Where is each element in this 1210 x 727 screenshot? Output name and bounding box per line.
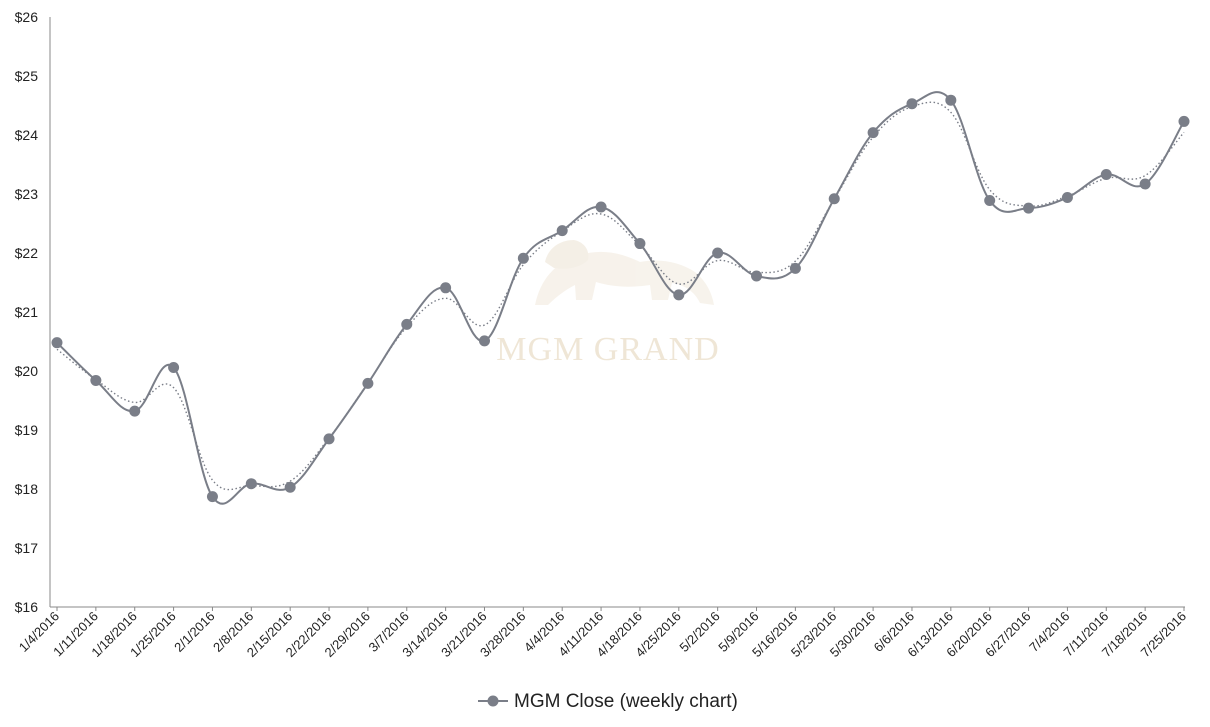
data-point bbox=[712, 247, 724, 259]
y-tick-label: $19 bbox=[15, 422, 39, 438]
y-tick-label: $26 bbox=[15, 9, 39, 25]
data-point bbox=[51, 337, 63, 349]
data-point bbox=[401, 318, 413, 330]
watermark-text: MGM GRAND bbox=[496, 331, 719, 368]
data-point bbox=[478, 335, 490, 347]
data-point bbox=[945, 94, 957, 106]
series-line bbox=[56, 91, 1185, 505]
trendline-path bbox=[56, 101, 1185, 491]
y-tick-label: $21 bbox=[15, 304, 39, 320]
data-point bbox=[1023, 202, 1035, 214]
data-point bbox=[90, 374, 102, 386]
legend-label: MGM Close (weekly chart) bbox=[514, 691, 738, 712]
y-tick-label: $18 bbox=[15, 481, 39, 497]
mgm-grand-watermark: MGM GRAND bbox=[496, 240, 719, 368]
data-point bbox=[595, 201, 607, 213]
legend-marker bbox=[487, 695, 499, 707]
data-point bbox=[206, 491, 218, 503]
series-group bbox=[51, 91, 1190, 505]
data-point bbox=[828, 193, 840, 205]
legend: MGM Close (weekly chart) bbox=[478, 691, 738, 712]
trendline bbox=[56, 101, 1185, 491]
y-tick-label: $20 bbox=[15, 363, 39, 379]
axes bbox=[49, 17, 1185, 608]
data-point bbox=[440, 282, 452, 294]
y-tick-label: $23 bbox=[15, 186, 39, 202]
lion-icon bbox=[535, 240, 714, 305]
data-point bbox=[984, 194, 996, 206]
data-point bbox=[789, 262, 801, 274]
data-point bbox=[867, 127, 879, 139]
y-tick-label: $16 bbox=[15, 599, 39, 615]
data-point bbox=[517, 252, 529, 264]
data-point bbox=[323, 433, 335, 445]
data-point bbox=[362, 377, 374, 389]
data-point bbox=[556, 225, 568, 237]
data-point bbox=[906, 98, 918, 110]
x-tick-label: 5/2/2016 bbox=[676, 609, 722, 655]
data-point bbox=[284, 481, 296, 493]
y-axis-ticks: $16 $17 $18 $19 $20 $21 $22 $23 $24 $25 $26 bbox=[15, 9, 39, 615]
data-point bbox=[634, 238, 646, 250]
data-point bbox=[245, 478, 257, 490]
data-point bbox=[673, 289, 685, 301]
y-tick-label: $22 bbox=[15, 245, 39, 261]
data-point bbox=[1139, 178, 1151, 190]
data-point bbox=[1100, 169, 1112, 181]
data-point bbox=[1178, 115, 1190, 127]
data-point bbox=[129, 405, 141, 417]
y-tick-label: $24 bbox=[15, 127, 39, 143]
data-point bbox=[168, 361, 180, 373]
y-tick-label: $17 bbox=[15, 540, 39, 556]
data-point bbox=[751, 270, 763, 282]
y-tick-label: $25 bbox=[15, 68, 39, 84]
x-tick-label: 2/1/2016 bbox=[171, 609, 217, 655]
x-axis-ticks: 1/4/20161/11/20161/18/20161/25/20162/1/2… bbox=[16, 607, 1189, 660]
data-point bbox=[1061, 192, 1073, 204]
